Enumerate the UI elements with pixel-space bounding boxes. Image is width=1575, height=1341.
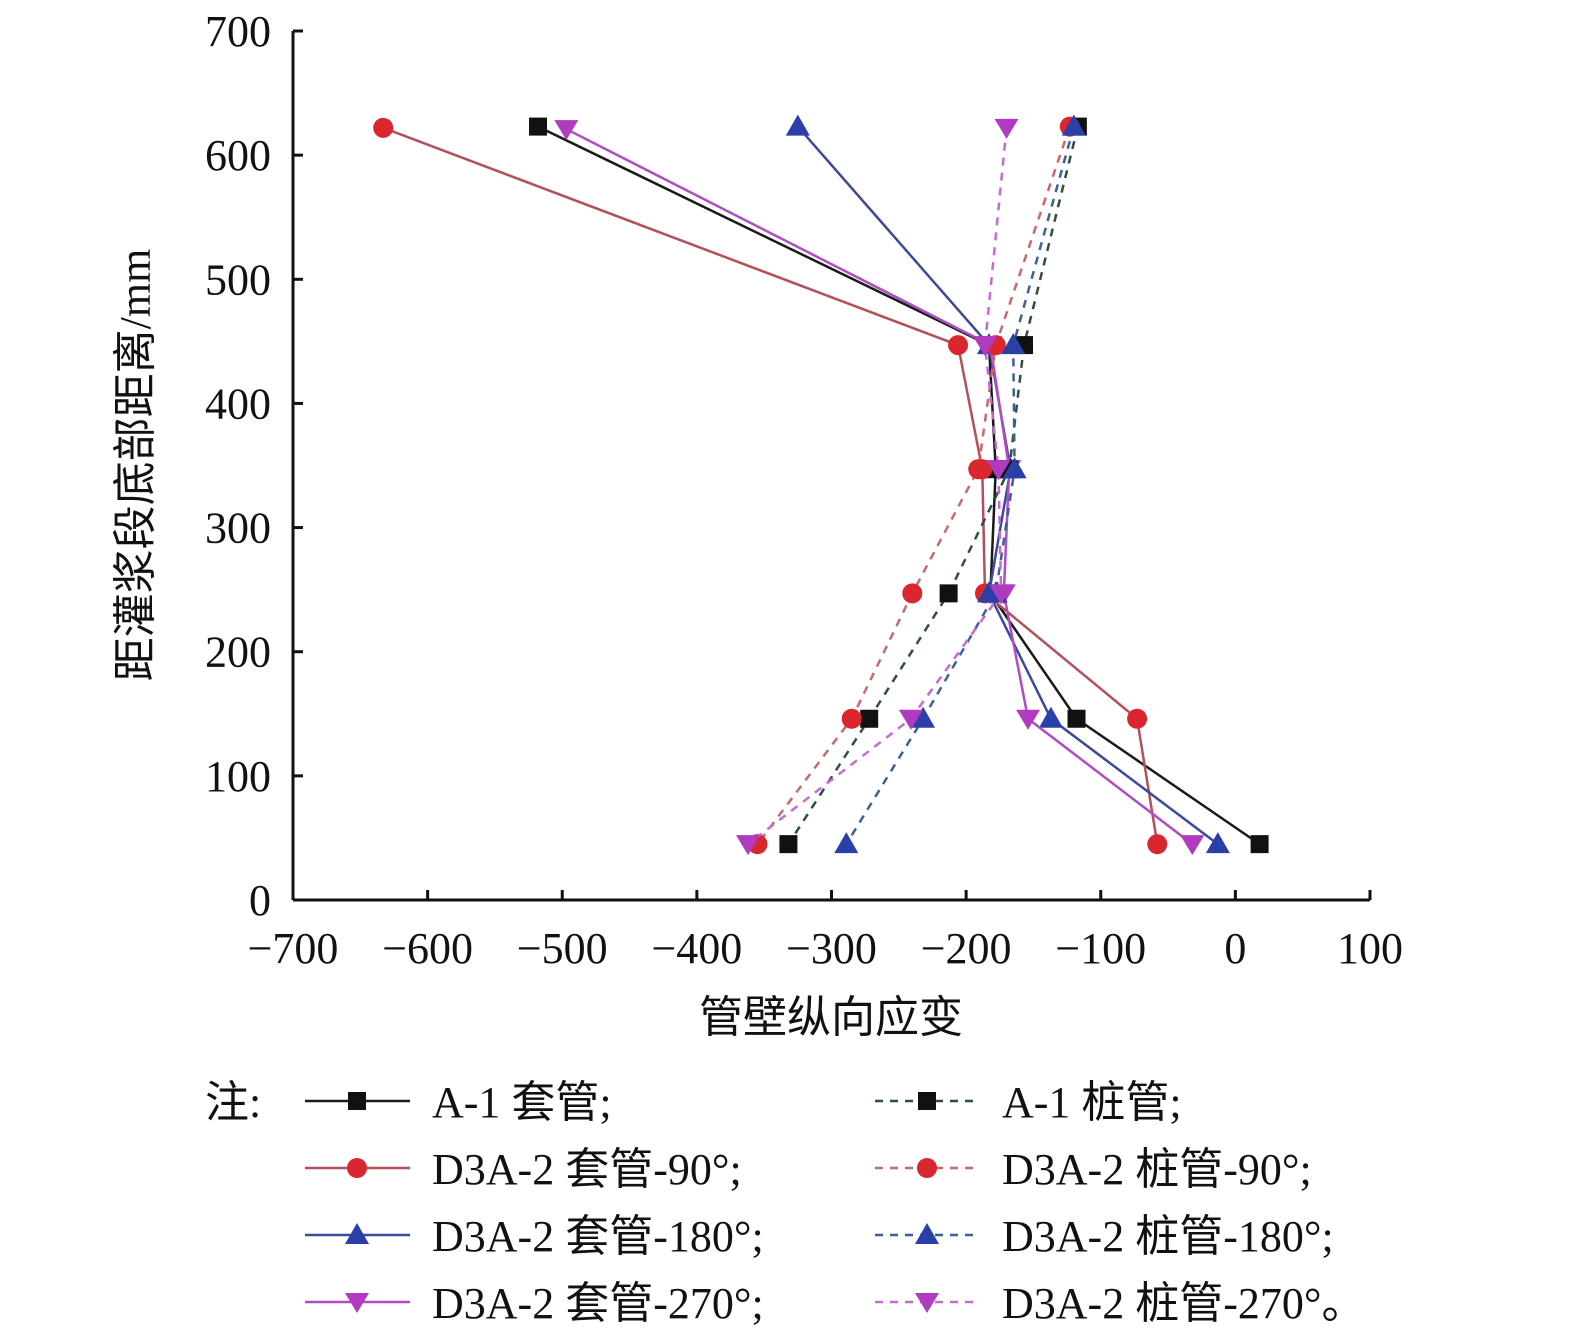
y-tick-label: 500 [205,255,271,304]
series-line [537,125,1261,846]
legend-entry: D3A-2 套管-180°; [305,1212,764,1261]
x-tick-label: 100 [1337,924,1403,973]
data-point [860,709,879,728]
legend-marker [917,1158,937,1178]
x-tick-label: −200 [921,924,1012,973]
legend-entry: D3A-2 桩管-90°; [875,1145,1312,1194]
series-line [845,126,1076,845]
data-point [1061,114,1086,136]
legend-label: D3A-2 套管-90°; [432,1145,742,1194]
data-point [939,584,958,603]
data-point [1016,709,1041,730]
legend-marker [345,1293,369,1313]
data-point [1127,708,1148,729]
x-tick-label: 0 [1224,924,1246,973]
series-1 [529,117,1269,854]
legend-marker [915,1223,939,1244]
x-tick-label: −600 [382,924,473,973]
legend-entry: D3A-2 桩管-180°; [875,1212,1334,1261]
data-point [1205,832,1230,854]
data-point [898,709,923,730]
data-point [989,584,1014,605]
y-tick-label: 600 [205,131,271,180]
legend-marker [918,1092,936,1110]
legend-entry: A-1 套管; [305,1078,612,1127]
y-tick-label: 200 [205,628,271,677]
legend-label: A-1 套管; [432,1078,612,1127]
data-point [1180,835,1205,856]
legend-marker [347,1158,367,1178]
y-axis-title: 距灌浆段底部距离/mm [111,249,160,682]
legend-marker [345,1223,369,1244]
y-tick-label: 700 [205,7,271,56]
data-point [834,832,859,854]
series-line [747,127,1008,846]
legend-label: D3A-2 桩管-270°。 [1002,1279,1365,1328]
legend-entry: D3A-2 套管-270°; [305,1279,764,1328]
data-point [529,117,548,136]
data-point [972,336,997,357]
data-point [736,835,761,856]
legend-label: D3A-2 桩管-90°; [1002,1145,1312,1194]
data-point [1038,706,1063,728]
series-line [787,126,1080,845]
data-point [968,459,989,480]
series-8 [736,118,1019,856]
y-tick-label: 300 [205,504,271,553]
legend-marker [348,1092,366,1110]
series-5 [779,117,1087,854]
x-tick-label: −100 [1055,924,1146,973]
legend-entry: A-1 桩管; [875,1078,1182,1127]
legend-label: A-1 桩管; [1002,1078,1182,1127]
x-tick-label: −700 [248,924,339,973]
series-line [756,126,1071,845]
x-tick-label: −300 [786,924,877,973]
y-tick-label: 0 [249,876,271,925]
data-point [1067,709,1086,728]
legend-prefix: 注: [205,1078,261,1127]
legend-label: D3A-2 套管-180°; [432,1212,764,1261]
data-point [554,120,579,141]
legend-marker [915,1293,939,1313]
data-point [373,117,394,138]
y-tick-label: 100 [205,752,271,801]
series-line [565,127,1194,846]
plot-area [373,114,1269,856]
series-2 [373,117,1168,855]
x-tick-label: −500 [517,924,608,973]
series-7 [834,114,1086,854]
data-point [948,335,969,356]
y-tick-label: 400 [205,379,271,428]
series-6 [747,116,1080,855]
x-tick-label: −400 [651,924,742,973]
data-point [994,118,1019,139]
data-point [1147,834,1168,855]
data-point [1002,457,1027,479]
data-point [841,708,862,729]
data-point [779,835,798,854]
axes: −700 −600 −500 −400 −300 −200 −100 0 100 0 100 200 3… [205,7,1403,973]
x-axis-title: 管壁纵向应变 [699,993,963,1042]
data-point [902,583,923,604]
data-point [986,460,1011,481]
legend-label: D3A-2 桩管-180°; [1002,1212,1334,1261]
series-line [382,126,1159,845]
data-point [1001,333,1026,355]
data-point [1250,835,1269,854]
legend-label: D3A-2 套管-270°; [432,1279,764,1328]
data-point [911,706,936,728]
legend: A-1 套管; D3A-2 套管-90°; D3A-2 套管-180°; D3A-2 … [305,1078,1365,1328]
data-point [785,114,810,136]
legend-entry: D3A-2 套管-90°; [305,1145,742,1194]
legend-entry: D3A-2 桩管-270°。 [875,1279,1365,1328]
